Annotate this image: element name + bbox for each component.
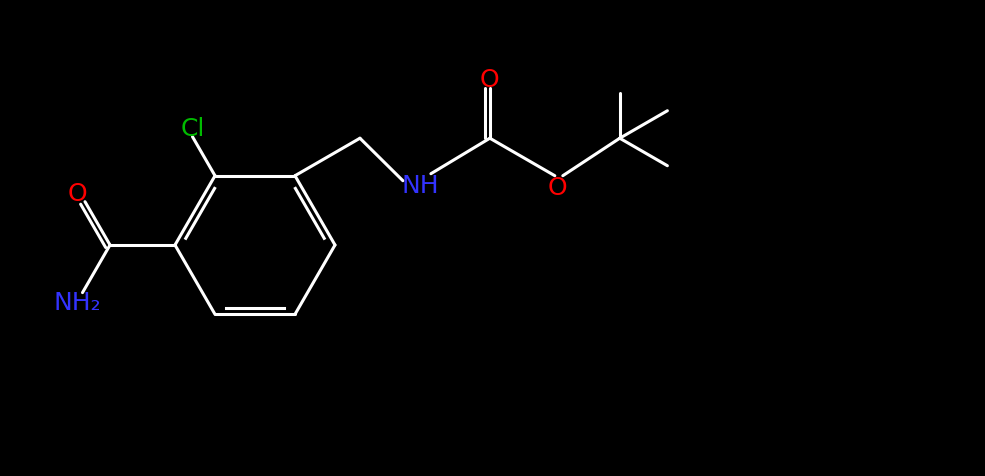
Text: O: O [548, 176, 567, 200]
Text: Cl: Cl [180, 117, 205, 141]
Text: NH₂: NH₂ [54, 291, 101, 315]
Text: NH: NH [401, 174, 438, 198]
Text: O: O [67, 182, 87, 206]
Text: O: O [480, 68, 499, 92]
